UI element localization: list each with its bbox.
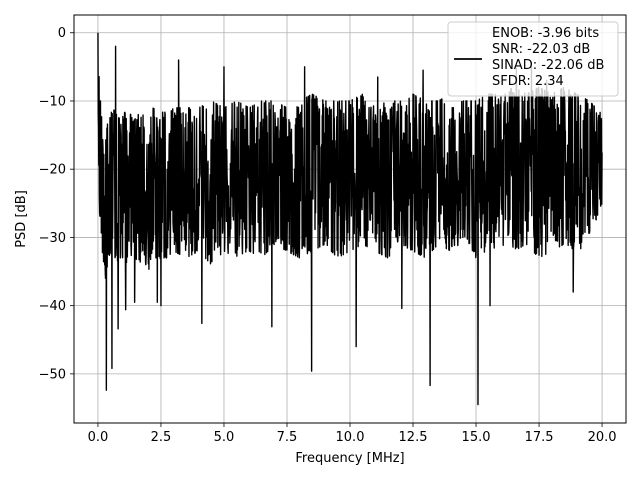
x-tick-label: 17.5 [525,430,554,445]
y-tick-label: −30 [39,231,66,246]
legend-entry: ENOB: -3.96 bits [492,26,599,41]
y-axis: 0 −10 −20 −30 −40 −50 [39,26,74,382]
y-tick-label: 0 [58,26,66,41]
psd-series-line [97,32,603,406]
x-tick-label: 12.5 [399,430,428,445]
x-tick-label: 15.0 [462,430,491,445]
y-axis-label: PSD [dB] [14,190,29,248]
x-tick-label: 10.0 [336,430,365,445]
x-tick-label: 2.5 [151,430,172,445]
x-axis-label: Frequency [MHz] [295,451,404,466]
x-tick-label: 20.0 [588,430,617,445]
y-tick-label: −10 [39,94,66,109]
x-tick-label: 7.5 [277,430,298,445]
y-tick-label: −20 [39,163,66,178]
legend-box [447,21,619,97]
y-tick-label: −40 [39,299,66,314]
x-axis: 0.0 2.5 5.0 7.5 10.0 12.5 15.0 17.5 20.0 [88,423,617,445]
legend-entry: SINAD: -22.06 dB [492,58,604,73]
legend-entry: SNR: -22.03 dB [492,42,590,57]
x-tick-label: 0.0 [88,430,109,445]
plot-area [97,32,603,406]
x-tick-label: 5.0 [214,430,235,445]
legend-entry: SFDR: 2.34 [492,74,564,89]
y-tick-label: −50 [39,367,66,382]
